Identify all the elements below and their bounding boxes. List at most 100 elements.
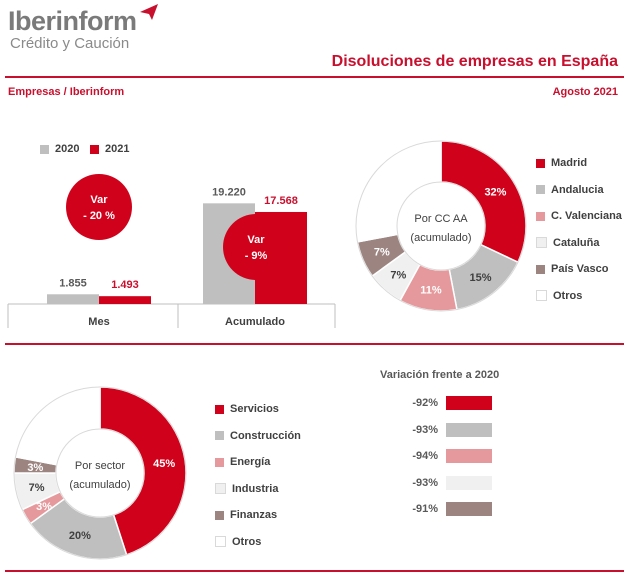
donut-center-label: Por sector: [75, 460, 125, 472]
donut-outline: [355, 140, 527, 312]
bar-2021-Mes: [99, 296, 151, 304]
variation-value: -94%: [412, 450, 438, 462]
variation-swatch: [446, 396, 492, 410]
legend-swatch: [536, 264, 545, 274]
bar-chart: 1.855 1.493 Mes 19.220 17.568 Acumulado Var - 2…: [7, 174, 336, 328]
variation-value: -93%: [412, 423, 438, 436]
bubble-line2: - 9%: [245, 250, 268, 262]
donut-region-legend: Madrid Andalucia C. Valenciana Cataluña País…: [536, 150, 622, 309]
slice-label: 11%: [420, 285, 442, 297]
donut-center-label: Por CC AA: [414, 213, 468, 225]
donut-hole: [396, 181, 486, 271]
slice-label: 45%: [153, 458, 175, 470]
donut-sector-legend: Servicios Construcción Energía Industria Fin…: [215, 396, 301, 555]
legend-item-Energía: Energía: [215, 449, 301, 476]
legend-item-Madrid: Madrid: [536, 150, 622, 177]
legend-item-Servicios: Servicios: [215, 396, 301, 423]
legend-label: C. Valenciana: [551, 210, 622, 223]
bar-2020-Mes: [47, 294, 99, 304]
legend-swatch: [536, 237, 547, 249]
donut-chart-region: 32% 15% 11% 7%7% Por CC AA (acumulado): [355, 140, 527, 312]
category-label: Acumulado: [225, 316, 285, 328]
slice-label: 20%: [69, 530, 91, 542]
bubble-line2: - 20 %: [83, 210, 115, 222]
variation-row: -93%: [400, 475, 492, 490]
legend-swatch: [536, 158, 545, 168]
donut-center-label: (acumulado): [69, 479, 130, 491]
legend-label: Finanzas: [230, 509, 278, 522]
legend-item-Cataluña: Cataluña: [536, 230, 622, 257]
slice-label: 32%: [484, 186, 506, 198]
variation-swatch: [446, 422, 492, 437]
bar-value-label: 1.493: [111, 279, 139, 291]
legend-swatch: [215, 510, 224, 520]
date-label: Agosto 2021: [552, 86, 618, 98]
legend-swatch: [536, 290, 547, 302]
legend-label: 2020: [55, 143, 80, 155]
variation-row: -91%: [400, 502, 492, 516]
legend-swatch: [536, 211, 545, 221]
slice-label: 7%: [374, 247, 390, 259]
legend-label: Madrid: [551, 157, 588, 170]
variation-value: -93%: [412, 476, 438, 489]
variation-value: -92%: [412, 397, 438, 409]
slice-label: 3%: [36, 501, 52, 513]
variation-swatch: [446, 449, 492, 463]
middle-divider: [5, 343, 624, 345]
variation-swatch: [446, 502, 492, 516]
legend-item-Otros: Otros: [215, 529, 301, 556]
legend-item-País Vasco: País Vasco: [536, 256, 622, 283]
bar-legend-2021: 2021: [90, 143, 129, 155]
legend-swatch: [536, 185, 545, 195]
bubble-line1: Var: [90, 194, 108, 206]
top-divider: [5, 76, 624, 78]
page-title: Disoluciones de empresas en España: [331, 53, 618, 70]
slice-label: 7%: [390, 269, 406, 281]
legend-label: 2021: [105, 143, 130, 155]
legend-swatch: [215, 483, 226, 495]
bar-value-label: 1.855: [59, 277, 87, 289]
legend-label: Otros: [232, 535, 262, 548]
legend-item-Otros: Otros: [536, 283, 622, 310]
legend-label: Industria: [232, 482, 279, 495]
variation-swatch: [446, 475, 492, 490]
legend-label: Servicios: [230, 403, 279, 416]
legend-swatch: [215, 457, 224, 467]
legend-item-Industria: Industria: [215, 476, 301, 503]
bottom-divider: [5, 570, 624, 572]
donut-chart-sector: 45% 20% 3% 7% 3% Por sector (acumulado): [13, 386, 187, 560]
legend-label: Cataluña: [553, 236, 600, 249]
donut-center-label: (acumulado): [410, 232, 471, 244]
legend-label: País Vasco: [551, 263, 609, 276]
legend-label: Andalucia: [551, 183, 604, 196]
legend-item-C. Valenciana: C. Valenciana: [536, 203, 622, 230]
variation-value: -91%: [412, 503, 438, 515]
bar-legend-2020: 2020: [40, 143, 79, 155]
legend-item-Andalucia: Andalucia: [536, 177, 622, 204]
variation-row: -94%: [400, 449, 492, 463]
bubble-line1: Var: [247, 234, 265, 246]
legend-swatch: [215, 536, 226, 548]
legend-swatch: [215, 431, 224, 441]
slice-label: 7%: [29, 482, 45, 494]
legend-swatch: [215, 404, 224, 414]
legend-label: Construcción: [230, 429, 301, 442]
legend-label: Energía: [230, 456, 271, 469]
legend-swatch: [40, 144, 49, 154]
category-label: Mes: [88, 316, 109, 328]
bar-value-label: 17.568: [264, 195, 298, 207]
slice-label: 15%: [470, 272, 492, 284]
legend-swatch: [90, 144, 99, 154]
brand-logo-text: Iberinform: [8, 6, 137, 36]
donut-outline: [13, 386, 187, 560]
legend-label: Otros: [553, 289, 583, 302]
legend-item-Finanzas: Finanzas: [215, 502, 301, 529]
variation-bubble: [66, 174, 132, 240]
legend-item-Construcción: Construcción: [215, 423, 301, 450]
variation-title: Variación frente a 2020: [380, 369, 500, 381]
donut-hole: [55, 428, 145, 518]
source-label: Empresas / Iberinform: [8, 86, 125, 98]
variation-row: -92%: [400, 396, 492, 410]
brand-subtitle: Crédito y Caución: [10, 35, 130, 52]
variation-bubble: [223, 214, 289, 280]
